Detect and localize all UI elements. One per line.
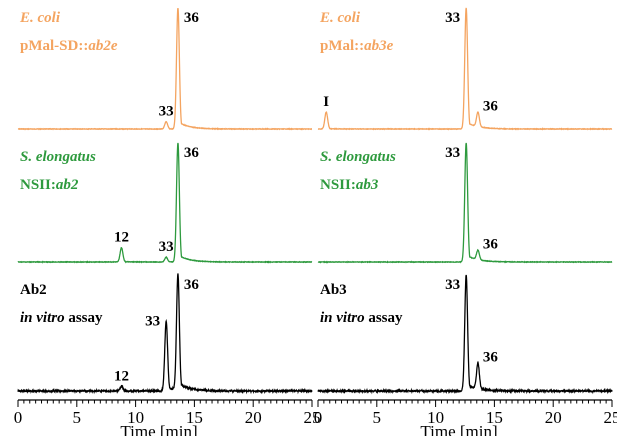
trace-label-line2: in vitro assay: [20, 310, 103, 326]
trace-label-line1: Ab3: [320, 282, 347, 298]
peak-label-33: 33: [159, 239, 174, 255]
label-span: ab2e: [88, 38, 118, 54]
trace-label-line2: in vitro assay: [320, 310, 403, 326]
tick-label-15: 15: [186, 408, 203, 427]
label-span: assay: [65, 310, 103, 326]
x-axis-title: Time [min]: [120, 422, 197, 436]
tick-label-20: 20: [245, 408, 262, 427]
label-span: in vitro: [320, 310, 365, 326]
peak-label-33: 33: [159, 104, 174, 120]
tick-label-20: 20: [545, 408, 562, 427]
peak-label-36: 36: [184, 10, 200, 26]
tick-label-5: 5: [73, 408, 82, 427]
trace-label-line1: S. elongatus: [320, 149, 396, 165]
trace-right-2: [317, 142, 613, 264]
peak-label-36: 36: [184, 145, 200, 161]
trace-label-line2: NSII:ab2: [20, 177, 79, 193]
label-span: NSII:: [320, 177, 356, 193]
peak-label-12: 12: [114, 230, 129, 246]
label-span: pMal::: [320, 38, 364, 54]
peak-label-36: 36: [483, 349, 499, 365]
label-span: ab3e: [364, 38, 394, 54]
trace-label-line2: pMal-SD::ab2e: [20, 38, 118, 54]
trace-label-line1: E. coli: [319, 10, 361, 26]
tick-label-5: 5: [373, 408, 382, 427]
peak-label-33: 33: [445, 10, 460, 26]
axes-layer: 0 5 10 15 20 25 Time [min] 0 5 10 15 20 25 Time [min]: [14, 399, 617, 436]
trace-label-line2: NSII:ab3: [320, 177, 379, 193]
peak-label-33: 33: [445, 277, 460, 293]
peak-label-36: 36: [184, 277, 200, 293]
peak-label-33: 33: [145, 313, 160, 329]
label-span: ab2: [56, 177, 79, 193]
trace-label-line1: E. coli: [19, 10, 61, 26]
tick-label-0: 0: [314, 408, 323, 427]
trace-right-3: [317, 274, 613, 395]
peak-label-36: 36: [483, 236, 499, 252]
tick-label-0: 0: [14, 408, 23, 427]
peak-label-I: I: [323, 94, 329, 110]
trace-left-1: [17, 8, 313, 131]
label-span: assay: [365, 310, 403, 326]
trace-right-1: [317, 7, 613, 131]
trace-left-3: [17, 273, 313, 395]
label-span: ab3: [356, 177, 379, 193]
peak-label-36: 36: [483, 98, 499, 114]
peak-label-33: 33: [445, 145, 460, 161]
label-span: in vitro: [20, 310, 65, 326]
trace-left-2: [17, 142, 313, 264]
tick-label-25: 25: [604, 408, 617, 427]
tick-label-10: 10: [127, 408, 144, 427]
trace-label-line2: pMal::ab3e: [320, 38, 394, 54]
peak-label-12: 12: [114, 368, 129, 384]
x-axis-title: Time [min]: [420, 422, 497, 436]
trace-label-line1: S. elongatus: [20, 149, 96, 165]
tick-label-15: 15: [486, 408, 503, 427]
label-span: pMal-SD::: [20, 38, 88, 54]
tick-label-25: 25: [304, 408, 321, 427]
traces-layer: [17, 7, 613, 395]
trace-label-line1: Ab2: [20, 282, 47, 298]
tick-label-10: 10: [427, 408, 444, 427]
label-span: NSII:: [20, 177, 56, 193]
